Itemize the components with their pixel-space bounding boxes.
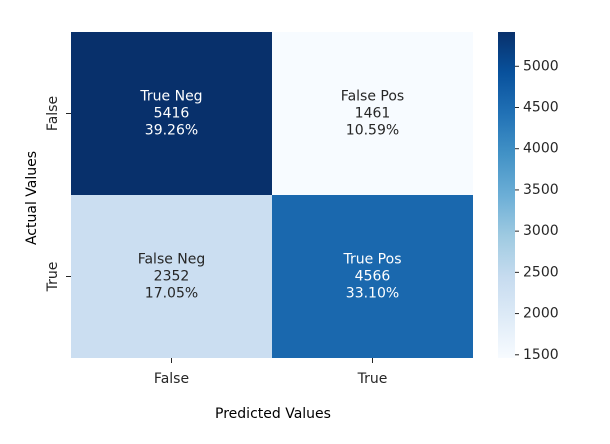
cell-count: 1461 <box>355 106 391 122</box>
x-tick-label: True <box>357 371 388 387</box>
cell-count: 5416 <box>154 106 190 122</box>
colorbar-tick-label: 2000 <box>523 306 559 322</box>
colorbar-tick-label: 3000 <box>523 223 559 239</box>
y-axis-ticks: False True <box>45 96 71 292</box>
cell-category-label: True Pos <box>343 252 402 268</box>
colorbar-tick-label: 1500 <box>523 347 559 363</box>
heatmap-cell <box>71 195 272 358</box>
heatmap-cell <box>71 32 272 195</box>
cell-category-label: False Pos <box>341 89 404 105</box>
colorbar-ticks: 1500 2000 2500 3000 3500 4000 4500 5000 <box>515 58 559 363</box>
colorbar <box>498 32 515 358</box>
cell-percent: 33.10% <box>346 286 399 302</box>
colorbar-tick-label: 2500 <box>523 264 559 280</box>
cell-percent: 39.26% <box>145 123 198 139</box>
cell-percent: 17.05% <box>145 286 198 302</box>
heatmap-cell <box>272 32 473 195</box>
heatmap-cells <box>71 32 473 358</box>
cell-count: 2352 <box>154 269 190 285</box>
cell-category-label: True Neg <box>139 89 202 105</box>
x-tick-label: False <box>154 371 189 387</box>
heatmap-cell <box>272 195 473 358</box>
y-tick-label: True <box>45 262 61 293</box>
y-tick-label: False <box>45 96 61 131</box>
cell-count: 4566 <box>355 269 391 285</box>
cell-category-label: False Neg <box>138 252 206 268</box>
x-axis-label: Predicted Values <box>215 406 331 422</box>
colorbar-tick-label: 4000 <box>523 141 559 157</box>
x-axis-ticks: False True <box>154 358 387 387</box>
colorbar-tick-label: 4500 <box>523 100 559 116</box>
cell-percent: 10.59% <box>346 123 399 139</box>
colorbar-tick-label: 5000 <box>523 58 559 74</box>
y-axis-label: Actual Values <box>24 151 40 245</box>
colorbar-tick-label: 3500 <box>523 182 559 198</box>
